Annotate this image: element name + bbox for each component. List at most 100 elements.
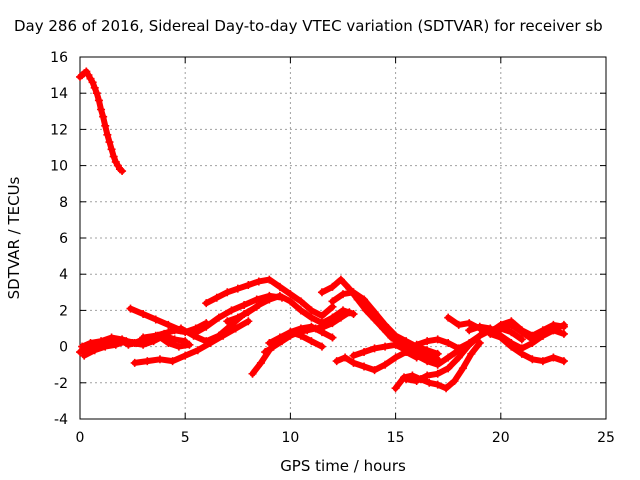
data-point [507,328,516,337]
data-point [76,348,84,357]
data-point [475,322,484,331]
y-tick-label: 12 [50,122,68,138]
data-point [105,138,114,147]
y-tick-label: 8 [59,195,68,211]
data-point [528,355,537,364]
data-point [559,320,568,329]
data-point [265,295,274,304]
data-point [107,333,116,342]
data-point [164,320,173,329]
data-point [317,342,326,351]
data-point [99,112,108,121]
data-point [132,338,141,347]
data-point [240,300,249,309]
data-point [139,310,148,319]
data-point [412,351,421,360]
data-point [317,311,326,320]
data-point [402,346,411,355]
x-tick-label: 20 [492,430,510,446]
data-point [433,349,442,358]
data-point [444,338,453,347]
data-point [252,295,261,304]
data-point [214,331,223,340]
data-point [433,335,442,344]
data-point [244,281,253,290]
data-point [391,353,400,362]
data-point [223,317,232,326]
data-point [254,277,263,286]
data-point [94,96,103,105]
data-point [311,324,320,333]
data-point [261,348,270,357]
series-trace [333,349,420,374]
data-point [360,362,369,371]
data-point [118,167,127,176]
data-point [412,376,421,385]
data-point [86,338,95,347]
data-point [517,349,526,358]
data-point [307,337,316,346]
data-point [360,348,369,357]
x-tick-label: 0 [76,430,85,446]
data-point [168,357,177,366]
data-point [233,313,242,322]
series-trace [131,318,252,366]
data-point [143,357,152,366]
data-point [475,331,484,340]
data-point [370,366,379,375]
data-point [109,152,118,161]
plot-frame [79,56,607,420]
data-point [391,384,400,393]
data-point [176,324,185,333]
data-point [423,357,432,366]
data-point [107,145,116,154]
data-point [80,351,89,360]
data-point [126,304,135,313]
data-point [90,83,99,92]
data-point [339,290,347,299]
data-point [328,319,337,328]
data-point [496,333,505,342]
data-point [475,338,484,347]
data-point [101,342,110,351]
data-point [328,297,337,306]
data-point [444,313,453,322]
data-point [450,376,459,385]
data-point [223,288,232,297]
data-point [97,105,106,114]
data-point [341,353,350,362]
data-point [412,340,421,349]
data-point [139,333,148,342]
data-point [423,346,432,355]
data-point [317,288,326,297]
data-point [286,290,295,299]
data-point [97,337,106,346]
data-point [214,313,223,322]
x-tick-label: 10 [281,430,299,446]
data-point [402,337,411,346]
y-tick-label: 6 [59,231,68,247]
data-point [122,337,131,346]
data-point [370,344,379,353]
data-point [212,293,221,302]
data-point [286,297,295,306]
x-tick-label: 15 [387,430,405,446]
data-point [336,275,345,284]
y-tick-label: 14 [50,86,68,102]
data-point [88,78,97,87]
data-point [433,369,442,378]
data-point [465,326,474,335]
data-point [111,340,120,349]
data-point [174,342,183,351]
data-point [307,313,316,322]
data-point [444,364,453,373]
data-point [465,319,474,328]
data-point [275,291,284,300]
data-point [185,340,194,349]
data-point [78,342,87,351]
data-point [381,342,390,351]
data-point [265,275,274,284]
data-point [486,329,495,338]
data-marks [76,67,568,393]
